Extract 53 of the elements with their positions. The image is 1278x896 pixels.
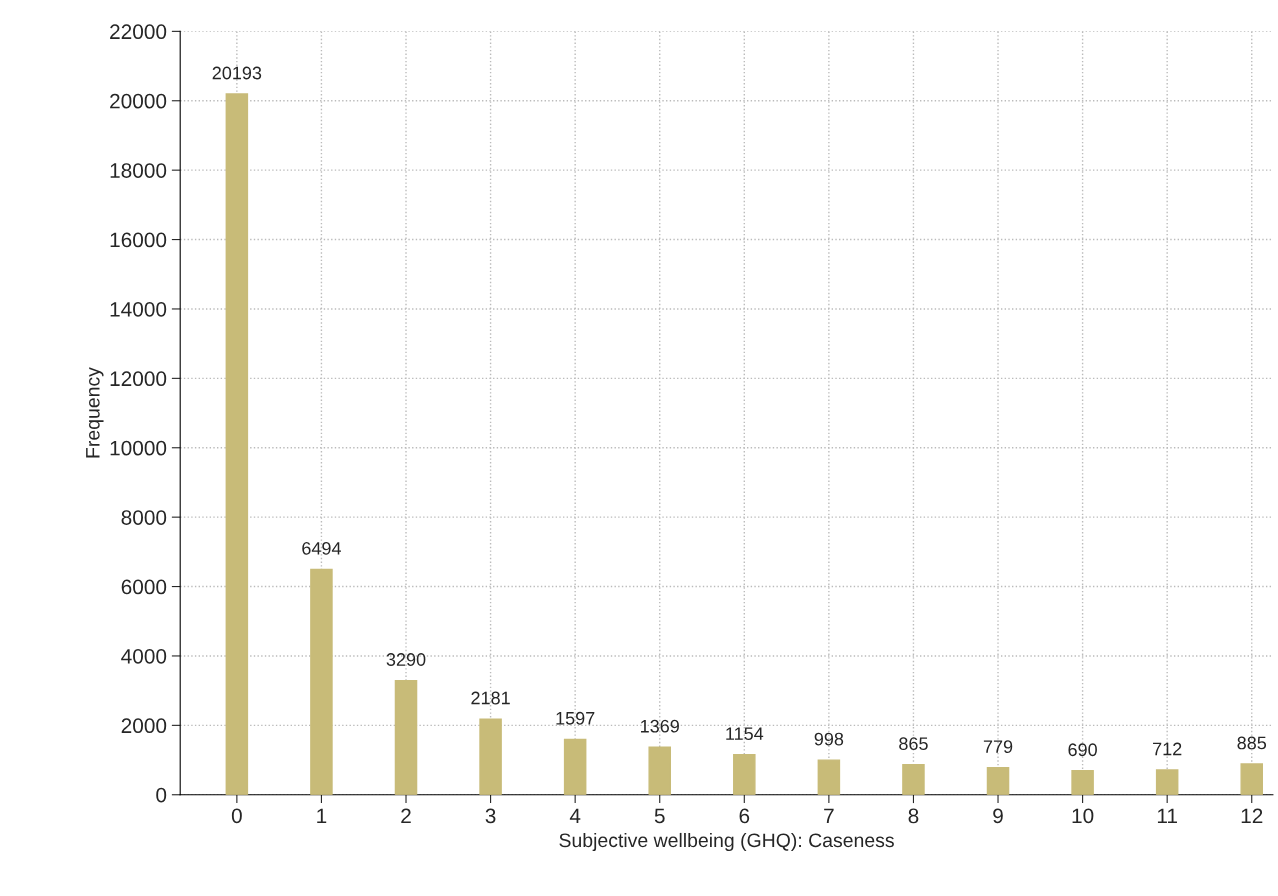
bar: [733, 754, 756, 795]
x-tick-label: 5: [654, 808, 665, 824]
y-tick-label: 18000: [110, 163, 167, 178]
data-label: 2181: [471, 691, 510, 705]
x-tick-label: 2: [401, 808, 411, 824]
bar: [902, 764, 925, 795]
data-label: 998: [814, 732, 844, 746]
bar: [648, 746, 671, 795]
x-tick-label: 3: [485, 808, 496, 824]
x-tick-label: 10: [1072, 808, 1094, 824]
bar: [563, 738, 587, 795]
x-tick-label: 9: [993, 808, 1003, 824]
data-label: 779: [983, 740, 1013, 754]
y-tick-label: 2000: [121, 718, 167, 734]
x-tick-label: 6: [739, 808, 750, 824]
y-tick-label: 0: [156, 787, 167, 803]
y-tick-label: 20000: [110, 93, 167, 109]
data-label: 20193: [212, 66, 262, 80]
bar: [817, 759, 841, 795]
y-tick-label: 12000: [110, 371, 167, 387]
x-tick-label: 0: [231, 808, 242, 824]
y-tick-label: 22000: [110, 24, 167, 40]
y-tick-label: 14000: [110, 301, 167, 317]
data-label: 885: [1237, 736, 1267, 750]
data-label: 690: [1068, 743, 1097, 757]
bar: [310, 568, 333, 795]
x-tick-label: 1: [317, 808, 327, 824]
bar: [1071, 770, 1094, 795]
data-label: 1369: [641, 719, 679, 733]
bar: [1240, 763, 1264, 795]
x-tick-label: 12: [1241, 808, 1263, 824]
bar: [986, 767, 1010, 795]
x-tick-label: 7: [824, 808, 834, 824]
data-label: 1597: [556, 711, 595, 725]
x-axis-title: Subjective wellbeing (GHQ): Caseness: [559, 832, 894, 852]
y-tick-label: 16000: [110, 232, 167, 248]
bar: [225, 93, 249, 795]
y-tick-label: 8000: [121, 510, 167, 525]
data-label: 1154: [726, 727, 764, 741]
data-label: 3290: [386, 653, 426, 666]
bar: [394, 679, 418, 795]
bar: [479, 718, 502, 795]
data-label: 712: [1153, 742, 1182, 756]
bar: [1155, 769, 1179, 795]
x-tick-label: 8: [908, 808, 919, 824]
y-tick-label: 10000: [110, 440, 167, 456]
data-label: 865: [899, 737, 928, 751]
y-tick-label: 6000: [121, 579, 167, 595]
x-tick-label: 11: [1157, 808, 1177, 824]
y-tick-label: 4000: [121, 648, 167, 664]
y-axis-title: Frequency: [86, 367, 104, 458]
data-label: 6494: [302, 541, 341, 555]
x-tick-label: 4: [569, 808, 581, 824]
